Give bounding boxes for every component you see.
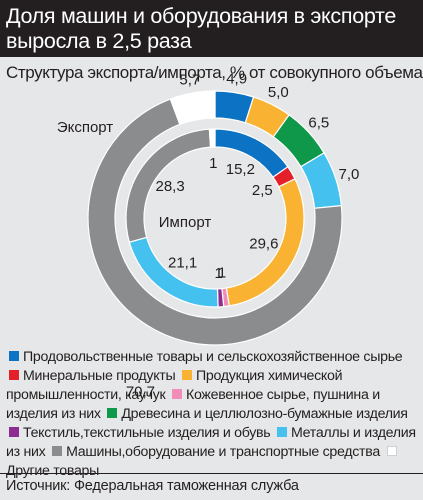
inner-slice-9 [208,128,216,148]
ring-inner [125,128,305,308]
outer-value-label-5: 6,5 [308,115,329,132]
chart-title: Доля машин и оборудования в экспорте выр… [6,4,397,53]
chart-subtitle: Структура экспорта/импорта, % от совокуп… [6,63,423,82]
outer-slice-8 [87,98,343,346]
legend-item-9: Другие товары [6,444,401,479]
outer-value-label-9: 5,7 [179,71,200,88]
inner-value-label-4: 1 [218,265,226,282]
legend-swatch-8 [52,446,63,456]
legend-item-1: Продовольственные товары и сельскохозяйс… [6,349,403,365]
inner-value-label-7: 21,1 [168,254,197,271]
inner-value-label-9: 1 [209,155,217,172]
outer-slice-9 [169,90,216,126]
inner-value-label-1: 15,2 [226,161,255,178]
inner-value-label-3: 29,6 [249,235,278,252]
legend-label-1: Продовольственные товары и сельскохозяйс… [23,349,403,365]
outer-value-label-7: 7,0 [339,166,360,183]
legend-swatch-1 [9,351,19,361]
legend-swatch-7 [277,427,287,437]
legend-item-5: Древесина и целлюлозно-бумажные изделия [104,406,408,422]
legend-label-3: Продукция химической промышленности, кау… [6,368,343,403]
legend-label-8: Машины,оборудование и транспортные средс… [66,444,380,460]
inner-value-label-2: 2,5 [252,182,273,199]
legend-label-5: Древесина и целлюлозно-бумажные изделия [121,406,408,422]
legend-swatch-5 [107,408,118,418]
legend-swatch-6 [9,427,19,437]
legend-swatch-4 [172,389,183,399]
legend-label-4: Кожевенное сырье, пушнина и изделия из н… [6,387,380,422]
inner-value-label-8: 28,3 [156,178,185,195]
legend-swatch-2 [9,370,19,380]
legend: Продовольственные товары и сельскохозяйс… [6,348,420,481]
legend-item-3: Продукция химической промышленности, кау… [6,368,343,403]
legend-item-7: Металлы и изделия из них [6,425,416,460]
outer-value-label-3: 5,0 [268,84,289,101]
ring-outer [87,90,343,346]
legend-item-8: Машины,оборудование и транспортные средс… [49,444,380,460]
title-bar: Доля машин и оборудования в экспорте выр… [0,0,423,57]
legend-item-6: Текстиль,текстильные изделия и обувь [6,425,271,441]
legend-label-7: Металлы и изделия из них [6,425,416,460]
outer-value-label-1: 4,9 [226,71,247,88]
inner-series-name: Импорт [159,214,212,231]
legend-swatch-3 [182,370,193,380]
source-divider [0,473,423,474]
legend-label-9: Другие товары [6,463,100,479]
outer-value-label-8: 70,7 [126,384,155,401]
inner-value-label-6: 1 [214,265,222,282]
legend-swatch-9 [386,446,397,456]
legend-item-4: Кожевенное сырье, пушнина и изделия из н… [6,387,380,422]
legend-label-2: Минеральные продукты [23,368,176,384]
outer-series-name: Экспорт [57,119,113,136]
legend-item-2: Минеральные продукты [6,368,176,384]
legend-label-6: Текстиль,текстильные изделия и обувь [23,425,271,441]
source-note: Источник: Федеральная таможенная служба [6,478,299,494]
